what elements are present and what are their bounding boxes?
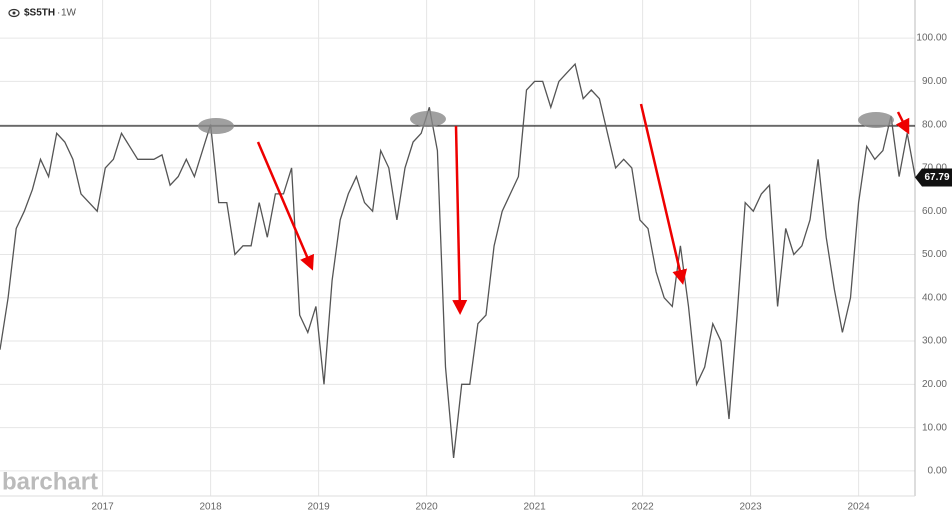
last-value-label: 67.79: [924, 172, 949, 183]
y-tick-label: 100.00: [916, 33, 947, 44]
x-tick-label: 2024: [847, 502, 870, 513]
y-tick-label: 0.00: [928, 466, 948, 477]
y-tick-label: 70.00: [922, 163, 947, 174]
arrow: [256, 141, 314, 271]
x-tick-label: 2020: [415, 502, 438, 513]
y-tick-label: 20.00: [922, 379, 947, 390]
x-tick-label: 2022: [631, 502, 654, 513]
highlight-ellipse: [858, 112, 894, 128]
highlight-ellipse: [198, 118, 234, 134]
x-tick-label: 2019: [307, 502, 330, 513]
eye-icon[interactable]: [8, 8, 20, 18]
watermark: barchart: [2, 468, 98, 495]
series-line: [0, 62, 916, 458]
dot: ·: [73, 8, 76, 19]
interval: 1W: [61, 8, 77, 19]
arrow: [639, 103, 688, 285]
x-tick-label: 2018: [199, 502, 222, 513]
annotations: [198, 103, 910, 315]
x-tick-label: 2023: [739, 502, 762, 513]
eye-pupil: [12, 11, 16, 15]
y-tick-label: 90.00: [922, 76, 947, 87]
arrow: [452, 125, 468, 315]
y-tick-label: 30.00: [922, 336, 947, 347]
y-tick-label: 40.00: [922, 292, 947, 303]
y-tick-label: 50.00: [922, 249, 947, 260]
y-tick-label: 60.00: [922, 206, 947, 217]
highlight-ellipse: [410, 111, 446, 127]
y-tick-label: 10.00: [922, 422, 947, 433]
last-value-badge: [915, 168, 952, 187]
y-tick-label: 80.00: [922, 119, 947, 130]
dot: ·: [57, 8, 60, 19]
header: $S5TH · 1W ·: [8, 8, 77, 19]
symbol: $S5TH: [24, 8, 55, 19]
x-tick-label: 2017: [91, 502, 114, 513]
arrow: [895, 111, 910, 135]
x-tick-label: 2021: [523, 502, 546, 513]
